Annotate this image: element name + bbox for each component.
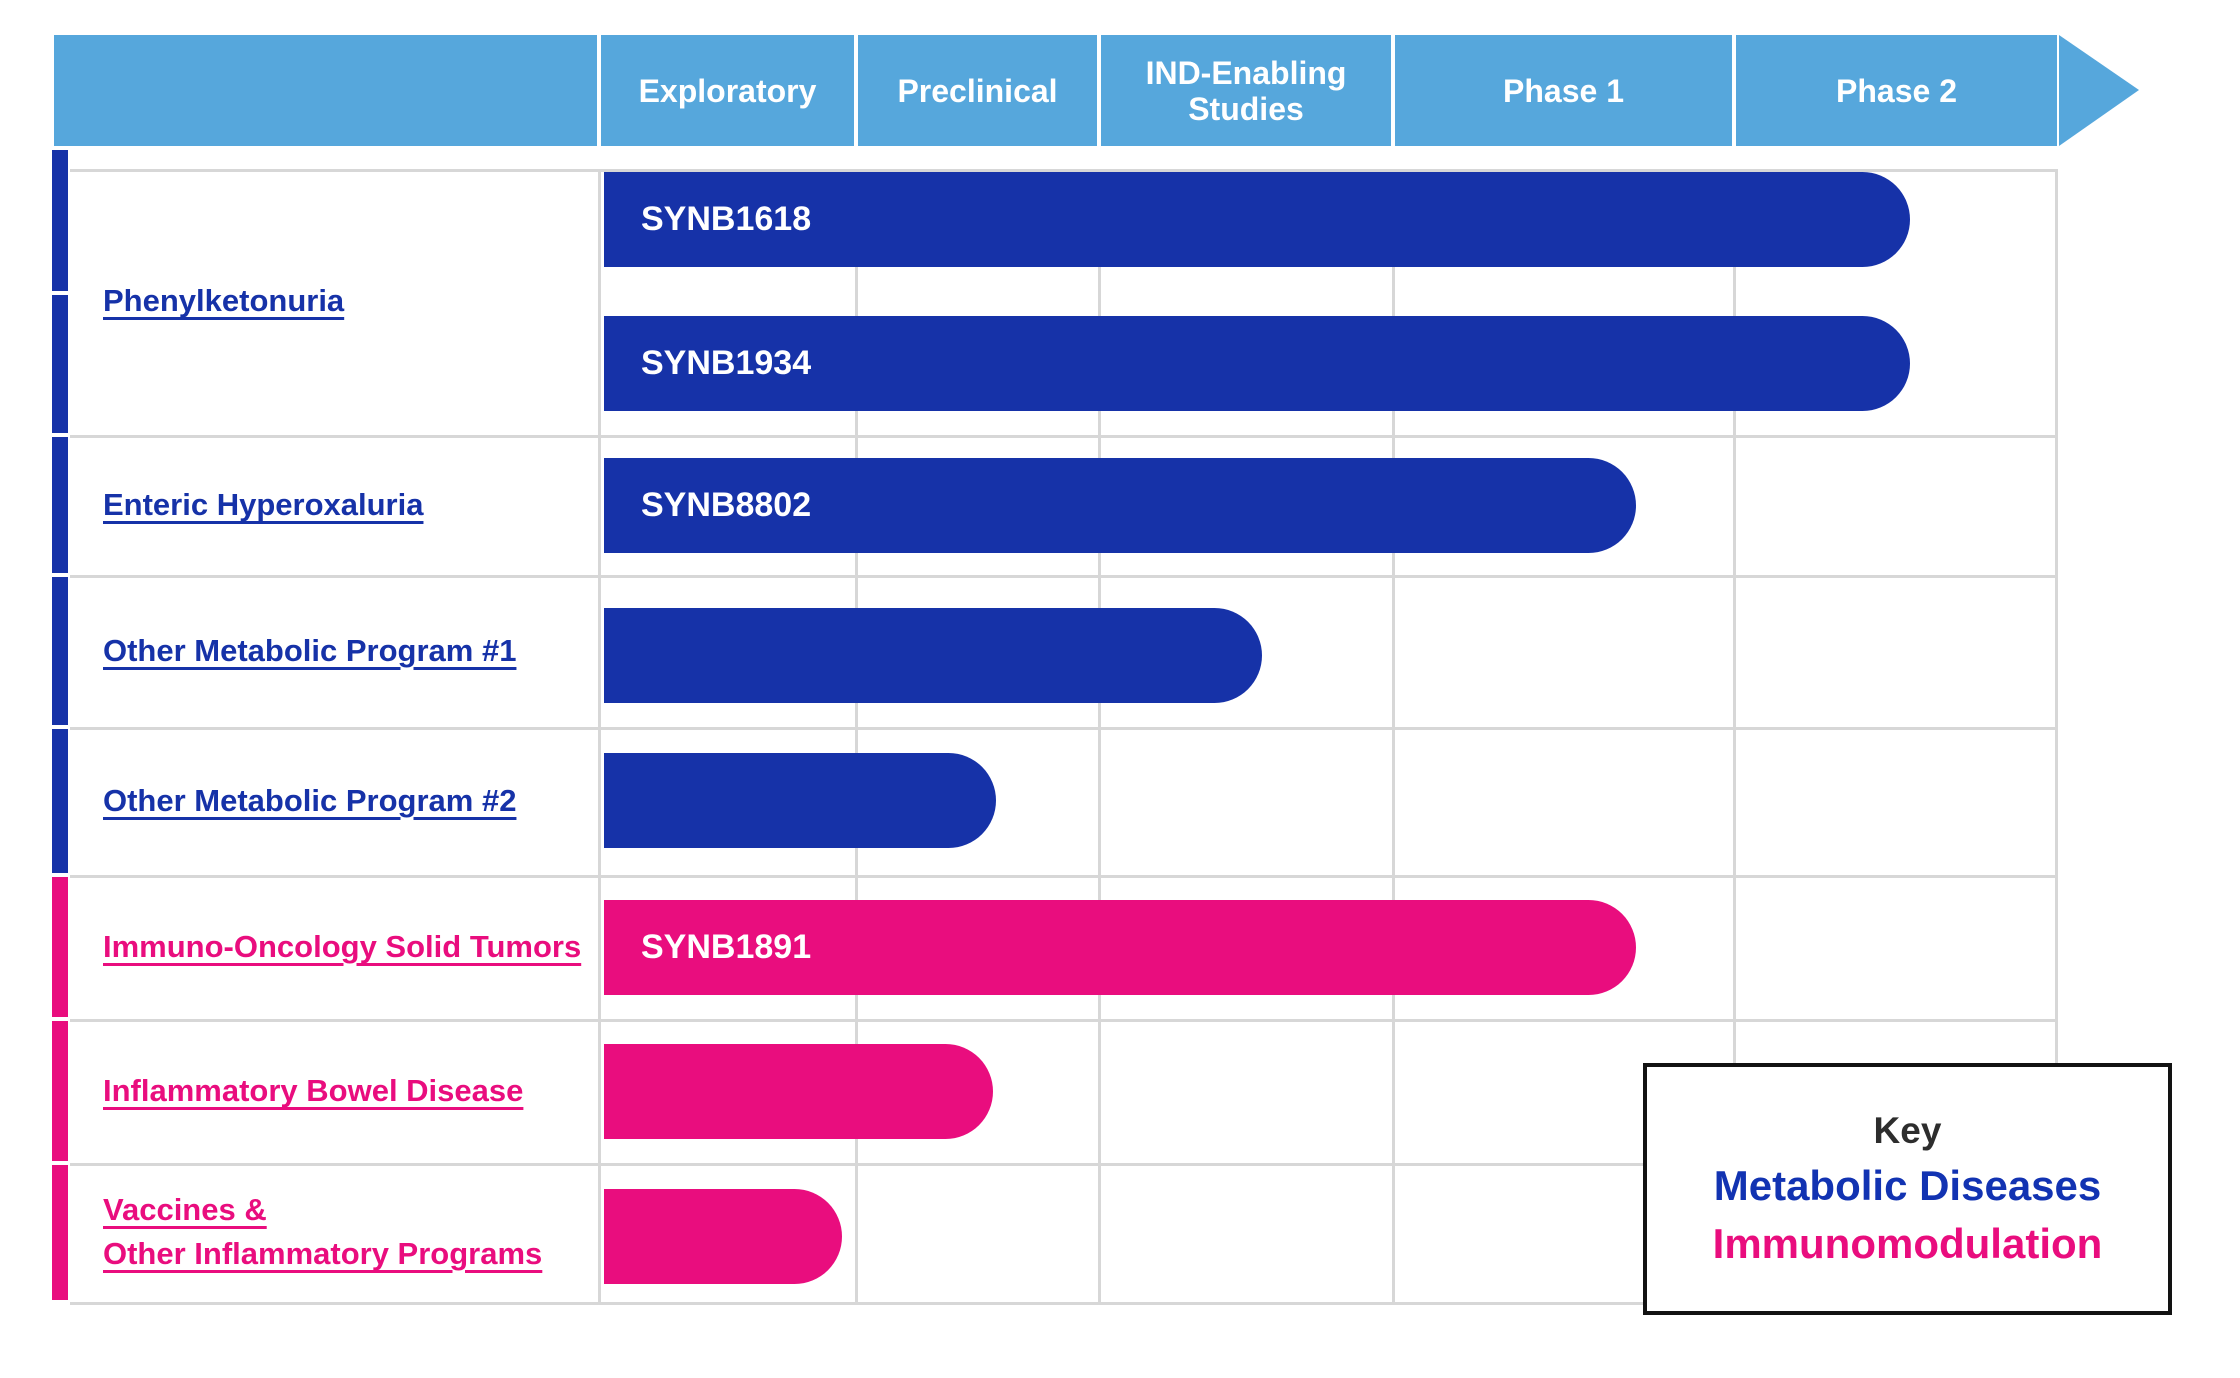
bar-synb8802: SYNB8802 xyxy=(604,458,1636,553)
bar-label: SYNB1891 xyxy=(641,928,812,966)
stage-label: Preclinical xyxy=(897,72,1058,109)
row-link-immuno-oncology-solid-tumors[interactable]: Immuno-Oncology Solid Tumors xyxy=(103,925,581,969)
row-link-label: Enteric Hyperoxaluria xyxy=(103,487,424,522)
row-link-label: Vaccines & xyxy=(103,1192,267,1227)
row-link-label: Immuno-Oncology Solid Tumors xyxy=(103,929,582,964)
strip-metabolic xyxy=(52,150,68,291)
row-link-other-metabolic-program-2[interactable]: Other Metabolic Program #2 xyxy=(103,779,516,823)
strip-metabolic xyxy=(52,437,68,573)
bar-other-metabolic-2 xyxy=(604,753,996,848)
row-link-other-metabolic-program-1[interactable]: Other Metabolic Program #1 xyxy=(103,629,516,673)
gridline-horizontal xyxy=(70,875,2058,878)
header-stage-phase2: Phase 2 xyxy=(1736,35,2057,146)
gridline-horizontal xyxy=(70,575,2058,578)
strip-metabolic xyxy=(52,577,68,725)
stage-label: Exploratory xyxy=(638,72,817,109)
gridline-horizontal xyxy=(70,1019,2058,1022)
bar-other-metabolic-1 xyxy=(604,608,1262,703)
bar-synb1891: SYNB1891 xyxy=(604,900,1636,995)
gridline-horizontal xyxy=(70,727,2058,730)
arrow-right-icon xyxy=(2059,35,2139,146)
gridline-horizontal xyxy=(70,435,2058,438)
gridline-vertical xyxy=(2055,169,2058,1305)
gridline-horizontal xyxy=(70,1302,2058,1305)
gridline-horizontal xyxy=(70,1163,2058,1166)
gridline-vertical xyxy=(1733,169,1736,1305)
row-link-enteric-hyperoxaluria[interactable]: Enteric Hyperoxaluria xyxy=(103,483,423,527)
bar-label: SYNB1934 xyxy=(641,344,812,382)
bar-label: SYNB8802 xyxy=(641,486,812,524)
bar-inflammatory-bowel-disease xyxy=(604,1044,993,1139)
bar-synb1618: SYNB1618 xyxy=(604,172,1910,267)
bar-synb1934: SYNB1934 xyxy=(604,316,1910,411)
header-stage-ind-enabling: IND-Enabling Studies xyxy=(1101,35,1391,146)
row-link-label-line2: Other Inflammatory Programs xyxy=(103,1236,543,1271)
legend-entry-metabolic-diseases: Metabolic Diseases xyxy=(1713,1162,2102,1209)
gridline-vertical xyxy=(855,169,858,1305)
gridline-vertical xyxy=(598,169,601,1305)
row-link-label: Inflammatory Bowel Disease xyxy=(103,1073,524,1108)
stage-label: Phase 2 xyxy=(1836,72,1957,109)
stage-label: Phase 1 xyxy=(1503,72,1624,109)
strip-immuno xyxy=(52,1021,68,1161)
strip-metabolic xyxy=(52,295,68,433)
stage-label: IND-Enabling Studies xyxy=(1145,54,1347,127)
row-link-vaccines-other-inflammatory[interactable]: Vaccines & Other Inflammatory Programs xyxy=(103,1188,542,1276)
header-stage-phase1: Phase 1 xyxy=(1395,35,1732,146)
row-link-phenylketonuria[interactable]: Phenylketonuria xyxy=(103,279,344,323)
strip-immuno xyxy=(52,877,68,1017)
gridline-vertical xyxy=(1098,169,1101,1305)
bar-label: SYNB1618 xyxy=(641,200,812,238)
gridline-horizontal xyxy=(70,169,2058,172)
legend-title: Key xyxy=(1873,1110,1942,1151)
header-stage-exploratory: Exploratory xyxy=(601,35,854,146)
legend-box: Key Metabolic Diseases Immunomodulation xyxy=(1643,1063,2172,1315)
row-link-label: Other Metabolic Program #1 xyxy=(103,633,517,668)
header-stage-preclinical: Preclinical xyxy=(858,35,1097,146)
legend-entry-immunomodulation: Immunomodulation xyxy=(1712,1220,2103,1267)
row-link-inflammatory-bowel-disease[interactable]: Inflammatory Bowel Disease xyxy=(103,1069,523,1113)
strip-immuno xyxy=(52,1165,68,1300)
bar-vaccines-other-inflammatory xyxy=(604,1189,842,1284)
row-link-label: Phenylketonuria xyxy=(103,283,345,318)
header-spacer-cell xyxy=(54,35,597,146)
strip-metabolic xyxy=(52,729,68,873)
gridline-vertical xyxy=(1392,169,1395,1305)
row-link-label: Other Metabolic Program #2 xyxy=(103,783,517,818)
